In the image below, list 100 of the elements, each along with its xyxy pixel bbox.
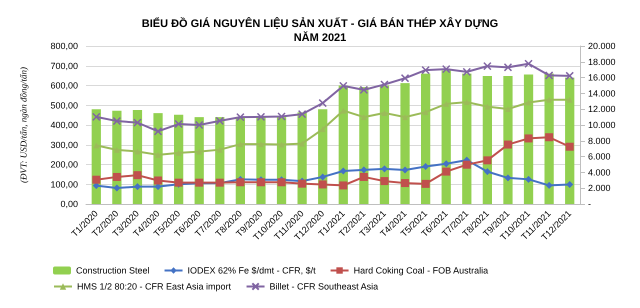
point: [134, 148, 140, 154]
legend-label: Hard Coking Coal - FOB Australia: [354, 266, 488, 276]
point: [360, 114, 367, 120]
point: [216, 116, 224, 126]
point: [442, 64, 450, 74]
y-tick-label: 500,00: [50, 100, 78, 110]
point: [318, 180, 327, 188]
point: [443, 100, 450, 107]
point: [155, 152, 162, 158]
chart-title: BIỂU ĐỒ GIÁ NGUYÊN LIỆU SẢN XUẤT - GIÁ BÁN THÉP XÂY DỰNG NĂM 2021: [142, 17, 498, 44]
y2-tick-label: 20.000: [588, 41, 616, 51]
point: [236, 112, 245, 122]
point: [318, 98, 327, 108]
point: [546, 96, 552, 103]
y-axis-title: (ĐVT: USD/tấn, ngàn đồng/tấn): [18, 67, 28, 183]
point: [236, 178, 244, 186]
point: [524, 134, 533, 142]
y2-tick-label: 12.000: [588, 104, 616, 114]
y2-tick-label: 4.000: [588, 167, 611, 178]
point: [194, 120, 204, 130]
point: [340, 168, 347, 175]
y-tick-label: 0,00: [60, 199, 78, 209]
point: [92, 176, 100, 184]
point: [92, 112, 101, 122]
legend-label: Billet - CFR Southeast Asia: [270, 282, 378, 292]
point: [174, 120, 183, 128]
point: [421, 66, 430, 74]
y-tick-label: 400,00: [50, 120, 78, 130]
point: [401, 179, 410, 188]
point: [566, 180, 574, 188]
y2-tick-label: 8.000: [588, 136, 611, 146]
point: [504, 140, 512, 149]
bar: [400, 83, 410, 204]
point: [360, 86, 368, 94]
point: [176, 150, 182, 156]
legend-label: IODEX 62% Fe $/dmt - CFR, $/t: [188, 266, 316, 276]
point: [462, 160, 471, 169]
point: [112, 116, 122, 126]
point: [484, 168, 491, 176]
point: [339, 181, 348, 190]
y-tick-label: 700,00: [50, 60, 78, 71]
point: [565, 72, 574, 80]
point: [524, 60, 533, 68]
point: [381, 110, 388, 116]
y2-tick-label: -: [588, 199, 591, 209]
point: [402, 114, 408, 120]
point: [278, 178, 286, 186]
point: [546, 182, 553, 189]
y-tick-label: 800,00: [50, 41, 78, 51]
point: [483, 156, 492, 164]
point: [277, 112, 286, 121]
point: [483, 62, 492, 70]
point: [484, 104, 490, 110]
point: [237, 141, 244, 148]
point: [216, 146, 223, 153]
point: [442, 168, 450, 176]
point: [133, 171, 142, 180]
point: [93, 142, 100, 148]
point: [298, 110, 306, 118]
y2-tick-label: 2.000: [588, 183, 611, 194]
point: [442, 160, 450, 168]
y2-tick-label: 10.000: [588, 120, 616, 130]
point: [196, 148, 202, 155]
point: [380, 165, 388, 172]
point: [319, 173, 326, 180]
point: [525, 176, 532, 183]
point: [154, 176, 162, 184]
point: [400, 74, 410, 82]
legend-label: Construction Steel: [76, 266, 150, 276]
y-tick-label: 600,00: [50, 80, 78, 90]
point: [278, 142, 285, 148]
point: [504, 106, 511, 112]
point: [299, 140, 306, 147]
legend-label: HMS 1/2 80:20 - CFR East Asia import: [77, 282, 232, 292]
y-tick-label: 200,00: [50, 160, 78, 170]
point: [114, 146, 120, 153]
bar: [462, 74, 472, 204]
point: [422, 162, 430, 170]
point: [402, 166, 409, 174]
bar: [442, 70, 451, 204]
point: [133, 118, 142, 127]
y2-tick-label: 14.000: [588, 88, 616, 98]
point: [134, 183, 141, 190]
y-tick-label: 100,00: [50, 179, 78, 190]
point: [422, 109, 429, 116]
point: [256, 112, 266, 122]
point: [360, 172, 368, 181]
point: [504, 174, 512, 182]
point: [339, 82, 348, 90]
point: [112, 172, 121, 181]
point: [464, 99, 470, 106]
point: [566, 142, 574, 151]
point: [258, 141, 264, 148]
y2-tick-label: 16.000: [588, 72, 616, 83]
point: [462, 68, 472, 76]
point: [113, 184, 120, 192]
point: [544, 71, 554, 80]
point: [256, 178, 265, 186]
y-tick-label: 300,00: [50, 140, 78, 150]
point: [380, 80, 389, 89]
